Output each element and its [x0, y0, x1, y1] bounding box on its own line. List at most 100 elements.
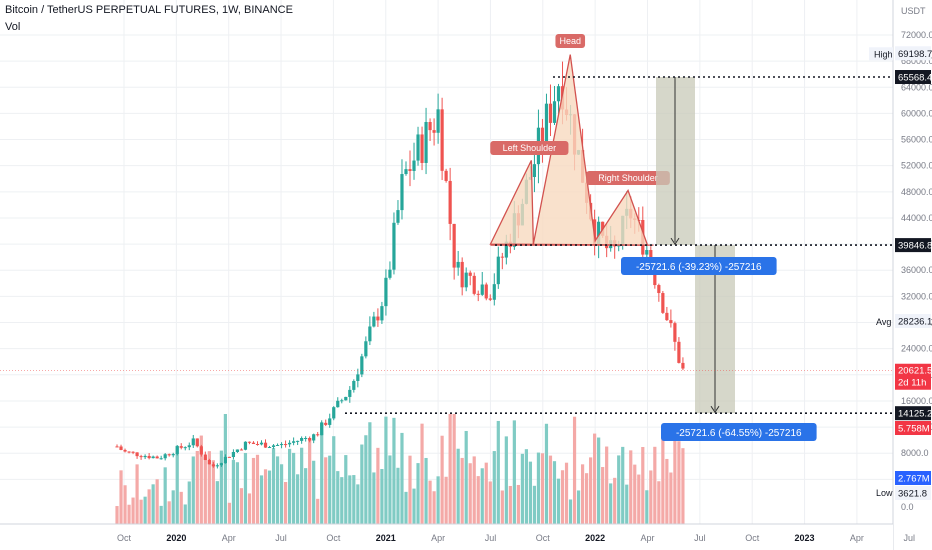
candle-body — [464, 272, 468, 288]
candle-body — [263, 442, 268, 448]
volume-bar — [593, 433, 597, 524]
volume-bar — [223, 414, 227, 524]
volume-bar — [597, 437, 601, 524]
candle-body — [645, 250, 649, 255]
candle-body — [283, 444, 288, 446]
annotation-head-bg — [555, 34, 586, 48]
volume-bar — [376, 447, 380, 524]
low-value-tag: 3621.8 — [898, 489, 927, 500]
measure-label-2: -25721.6 (-64.55%) -257216 — [676, 428, 802, 439]
volume-bar — [572, 416, 577, 524]
candle-body — [288, 442, 292, 445]
volume-bar — [548, 455, 553, 524]
candle-body — [191, 438, 195, 446]
y-tick-label: 32000.0 — [901, 291, 932, 301]
volume-bar — [360, 444, 364, 524]
candle-body — [424, 122, 428, 163]
volume-bar — [621, 446, 625, 524]
candle-body — [504, 241, 508, 258]
volume-bar — [308, 439, 312, 524]
candle-body — [368, 326, 372, 342]
price-axis-bg — [893, 0, 932, 550]
high-word: High — [874, 49, 893, 59]
volume-bar — [332, 436, 336, 524]
candle-body — [175, 446, 179, 455]
candle-body — [127, 451, 131, 453]
volume-bar — [296, 474, 300, 524]
candle-body — [432, 130, 436, 133]
volume-bar — [649, 470, 653, 524]
volume-avg-tag-bg — [895, 471, 931, 485]
volume-bar — [568, 499, 573, 524]
volume-bar — [175, 445, 179, 524]
candle-body — [552, 101, 557, 123]
volume-bar — [147, 489, 151, 524]
candle-body — [412, 160, 416, 171]
candle-body — [135, 452, 139, 457]
volume-bar — [388, 455, 392, 524]
candle-body — [171, 454, 175, 456]
volume-bar — [420, 423, 424, 524]
candle-body — [115, 446, 119, 448]
candle-body — [312, 434, 316, 441]
volume-bar — [320, 422, 324, 524]
candle-body — [123, 449, 127, 452]
annotation-right-shoulder-bg — [586, 171, 670, 185]
volume-bar — [384, 416, 388, 524]
y-tick-label: 16000.0 — [901, 396, 932, 406]
candle-body — [597, 221, 601, 245]
volume-bar — [677, 441, 681, 524]
volume-bar — [259, 475, 264, 524]
y-tick-label: 64000.0 — [901, 82, 932, 92]
volume-bar — [504, 436, 508, 524]
candle-body — [356, 374, 360, 381]
x-tick-label: 2022 — [585, 533, 605, 543]
volume-bar — [139, 499, 143, 524]
candle-body — [548, 103, 553, 123]
measure-label-1: -25721.6 (-39.23%) -257216 — [636, 262, 762, 273]
volume-bar — [605, 446, 609, 524]
volume-bar — [127, 504, 131, 524]
volume-bar — [408, 455, 412, 524]
avg-value-tag-bg — [895, 313, 931, 328]
candle-body — [460, 261, 464, 288]
y-tick-label: 24000.0 — [901, 344, 932, 354]
volume-bar — [263, 469, 268, 524]
volume-bar — [155, 479, 159, 524]
candle-body — [388, 269, 392, 278]
volume-bar — [657, 481, 661, 524]
candle-body — [163, 454, 167, 459]
volume-bar — [187, 481, 191, 524]
volume-label: Vol — [5, 21, 21, 33]
volume-bar — [653, 446, 657, 524]
y-tick-label: 52000.0 — [901, 161, 932, 171]
volume-bar — [356, 484, 360, 524]
candle-body — [227, 456, 231, 458]
volume-bar — [231, 459, 236, 524]
candle-body — [352, 380, 356, 390]
last-price-countdown: 2d 11h — [898, 378, 926, 389]
volume-bar — [344, 455, 348, 524]
candle-body — [187, 445, 191, 448]
candle-body — [231, 452, 236, 458]
avg-word: Avg — [876, 317, 891, 327]
volume-bar — [167, 501, 171, 524]
annotation-left-shoulder-bg — [490, 141, 569, 155]
volume-bar — [661, 435, 665, 524]
volume-bar — [524, 449, 528, 524]
x-tick-label: Oct — [745, 533, 760, 543]
volume-bar — [271, 448, 276, 524]
y-tick-label: 44000.0 — [901, 213, 932, 223]
x-tick-label: 2023 — [795, 533, 815, 543]
volume-bar — [681, 448, 685, 524]
target-level-tag: 14125.2 — [898, 409, 932, 420]
volume-bar — [304, 468, 308, 524]
high-value-tag: 69198.7 — [898, 49, 932, 60]
candle-body — [436, 109, 440, 133]
candle-body — [296, 440, 300, 442]
candle-body — [183, 447, 187, 449]
x-tick-label: Apr — [640, 533, 654, 543]
volume-bar — [536, 452, 541, 524]
